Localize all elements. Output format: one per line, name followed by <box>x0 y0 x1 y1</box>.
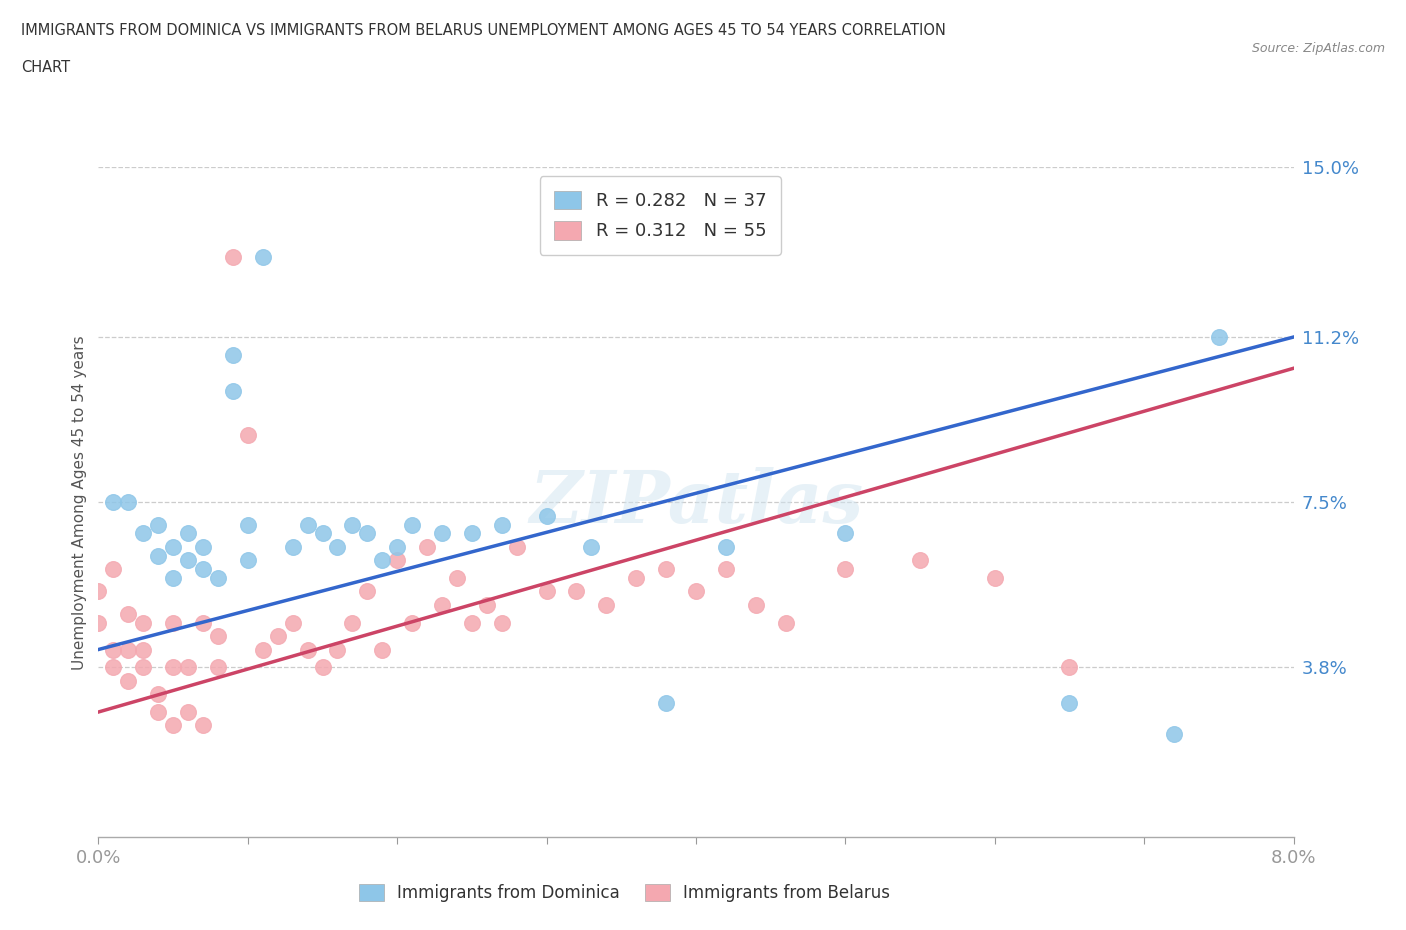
Point <box>311 660 333 675</box>
Point <box>117 673 139 688</box>
Point <box>834 526 856 541</box>
Point <box>177 526 200 541</box>
Point <box>446 571 468 586</box>
Point <box>191 562 214 577</box>
Point <box>416 539 439 554</box>
Point <box>685 584 707 599</box>
Point <box>132 526 155 541</box>
Point <box>162 616 184 631</box>
Point <box>103 562 125 577</box>
Point <box>565 584 588 599</box>
Point <box>745 597 768 612</box>
Point <box>655 562 678 577</box>
Point <box>281 539 304 554</box>
Point <box>236 552 259 567</box>
Point <box>252 642 274 657</box>
Point <box>581 539 603 554</box>
Point <box>1208 329 1230 344</box>
Legend: Immigrants from Dominica, Immigrants from Belarus: Immigrants from Dominica, Immigrants fro… <box>352 878 897 909</box>
Point <box>191 718 214 733</box>
Point <box>191 616 214 631</box>
Point <box>222 383 245 398</box>
Point <box>222 249 245 264</box>
Point <box>401 517 423 532</box>
Point <box>191 539 214 554</box>
Point <box>177 705 200 720</box>
Point <box>162 660 184 675</box>
Point <box>775 616 797 631</box>
Point <box>430 597 453 612</box>
Point <box>117 606 139 621</box>
Point <box>714 539 737 554</box>
Point <box>148 517 170 532</box>
Point <box>162 571 184 586</box>
Point <box>252 249 274 264</box>
Point <box>401 616 423 631</box>
Point <box>267 629 290 644</box>
Point <box>162 718 184 733</box>
Point <box>281 616 304 631</box>
Point <box>595 597 617 612</box>
Point <box>177 552 200 567</box>
Point <box>461 526 484 541</box>
Point <box>371 552 394 567</box>
Point <box>655 696 678 711</box>
Y-axis label: Unemployment Among Ages 45 to 54 years: Unemployment Among Ages 45 to 54 years <box>72 335 87 670</box>
Point <box>103 660 125 675</box>
Point <box>342 616 364 631</box>
Point <box>356 584 378 599</box>
Text: CHART: CHART <box>21 60 70 75</box>
Point <box>491 616 513 631</box>
Point <box>371 642 394 657</box>
Point <box>536 508 558 523</box>
Point <box>236 517 259 532</box>
Point <box>103 495 125 510</box>
Point <box>132 642 155 657</box>
Point <box>207 629 229 644</box>
Point <box>1059 696 1081 711</box>
Point <box>475 597 498 612</box>
Point <box>222 348 245 363</box>
Point <box>506 539 529 554</box>
Point <box>311 526 333 541</box>
Text: ZIPatlas: ZIPatlas <box>529 467 863 538</box>
Point <box>207 571 229 586</box>
Point <box>103 642 125 657</box>
Point <box>1163 727 1185 742</box>
Point <box>148 549 170 564</box>
Point <box>983 571 1005 586</box>
Point <box>87 584 110 599</box>
Point <box>148 686 170 701</box>
Point <box>117 642 139 657</box>
Text: Source: ZipAtlas.com: Source: ZipAtlas.com <box>1251 42 1385 55</box>
Point <box>207 660 229 675</box>
Point <box>297 642 319 657</box>
Point <box>177 660 200 675</box>
Point <box>326 642 349 657</box>
Point <box>342 517 364 532</box>
Point <box>132 616 155 631</box>
Point <box>834 562 856 577</box>
Point <box>385 552 409 567</box>
Point <box>148 705 170 720</box>
Point <box>491 517 513 532</box>
Point <box>461 616 484 631</box>
Point <box>356 526 378 541</box>
Point <box>236 428 259 443</box>
Point <box>624 571 647 586</box>
Text: IMMIGRANTS FROM DOMINICA VS IMMIGRANTS FROM BELARUS UNEMPLOYMENT AMONG AGES 45 T: IMMIGRANTS FROM DOMINICA VS IMMIGRANTS F… <box>21 23 946 38</box>
Point <box>87 616 110 631</box>
Point <box>132 660 155 675</box>
Point <box>1059 660 1081 675</box>
Point <box>117 495 139 510</box>
Point <box>162 539 184 554</box>
Point <box>714 562 737 577</box>
Point <box>297 517 319 532</box>
Point <box>385 539 409 554</box>
Point <box>430 526 453 541</box>
Point <box>908 552 931 567</box>
Point <box>536 584 558 599</box>
Point <box>326 539 349 554</box>
